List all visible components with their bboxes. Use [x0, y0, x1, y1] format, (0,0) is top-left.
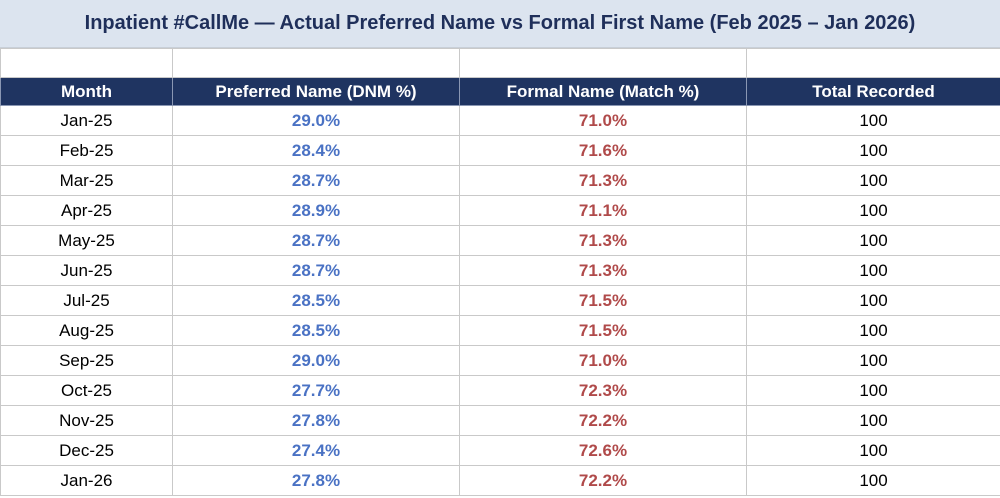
month-cell: Mar-25	[0, 165, 173, 196]
formal-cell: 71.3%	[459, 225, 747, 256]
formal-cell: 71.0%	[459, 345, 747, 376]
formal-cell: 71.5%	[459, 315, 747, 346]
preferred-cell: 28.7%	[172, 225, 460, 256]
formal-cell: 72.3%	[459, 375, 747, 406]
preferred-cell: 28.4%	[172, 135, 460, 166]
preferred-cell: 28.9%	[172, 195, 460, 226]
total-cell: 100	[746, 435, 1000, 466]
table-row: Nov-25 27.8% 72.2% 100	[0, 405, 1000, 436]
column-header-formal: Formal Name (Match %)	[459, 77, 747, 106]
page-title: Inpatient #CallMe — Actual Preferred Nam…	[0, 0, 1000, 48]
table-row: Feb-25 28.4% 71.6% 100	[0, 135, 1000, 166]
formal-cell: 72.2%	[459, 465, 747, 496]
formal-cell: 71.3%	[459, 255, 747, 286]
total-cell: 100	[746, 195, 1000, 226]
preferred-cell: 28.7%	[172, 255, 460, 286]
header-row: Month Preferred Name (DNM %) Formal Name…	[0, 77, 1000, 106]
month-cell: Nov-25	[0, 405, 173, 436]
preferred-cell: 27.7%	[172, 375, 460, 406]
total-cell: 100	[746, 285, 1000, 316]
blank-row	[0, 48, 1000, 78]
table-row: May-25 28.7% 71.3% 100	[0, 225, 1000, 256]
total-cell: 100	[746, 105, 1000, 136]
column-header-preferred: Preferred Name (DNM %)	[172, 77, 460, 106]
preferred-cell: 29.0%	[172, 345, 460, 376]
total-cell: 100	[746, 165, 1000, 196]
data-table: Month Preferred Name (DNM %) Formal Name…	[0, 48, 1000, 496]
preferred-cell: 28.5%	[172, 285, 460, 316]
total-cell: 100	[746, 375, 1000, 406]
table-row: Apr-25 28.9% 71.1% 100	[0, 195, 1000, 226]
preferred-cell: 28.7%	[172, 165, 460, 196]
total-cell: 100	[746, 225, 1000, 256]
table-row: Dec-25 27.4% 72.6% 100	[0, 435, 1000, 466]
table-row: Mar-25 28.7% 71.3% 100	[0, 165, 1000, 196]
blank-cell	[0, 48, 173, 78]
blank-cell	[172, 48, 460, 78]
table-row: Aug-25 28.5% 71.5% 100	[0, 315, 1000, 346]
month-cell: Jul-25	[0, 285, 173, 316]
month-cell: Jan-26	[0, 465, 173, 496]
formal-cell: 71.5%	[459, 285, 747, 316]
table-row: Jun-25 28.7% 71.3% 100	[0, 255, 1000, 286]
total-cell: 100	[746, 465, 1000, 496]
table-row: Oct-25 27.7% 72.3% 100	[0, 375, 1000, 406]
blank-cell	[746, 48, 1000, 78]
table-row: Jan-26 27.8% 72.2% 100	[0, 465, 1000, 496]
formal-cell: 71.0%	[459, 105, 747, 136]
blank-cell	[459, 48, 747, 78]
formal-cell: 72.2%	[459, 405, 747, 436]
table-row: Sep-25 29.0% 71.0% 100	[0, 345, 1000, 376]
month-cell: Feb-25	[0, 135, 173, 166]
total-cell: 100	[746, 315, 1000, 346]
total-cell: 100	[746, 255, 1000, 286]
total-cell: 100	[746, 135, 1000, 166]
formal-cell: 72.6%	[459, 435, 747, 466]
formal-cell: 71.3%	[459, 165, 747, 196]
month-cell: Jun-25	[0, 255, 173, 286]
preferred-cell: 27.4%	[172, 435, 460, 466]
table-row: Jul-25 28.5% 71.5% 100	[0, 285, 1000, 316]
preferred-cell: 28.5%	[172, 315, 460, 346]
total-cell: 100	[746, 405, 1000, 436]
formal-cell: 71.6%	[459, 135, 747, 166]
column-header-total: Total Recorded	[746, 77, 1000, 106]
month-cell: Aug-25	[0, 315, 173, 346]
total-cell: 100	[746, 345, 1000, 376]
month-cell: May-25	[0, 225, 173, 256]
table-row: Jan-25 29.0% 71.0% 100	[0, 105, 1000, 136]
preferred-cell: 27.8%	[172, 405, 460, 436]
month-cell: Apr-25	[0, 195, 173, 226]
preferred-cell: 29.0%	[172, 105, 460, 136]
month-cell: Oct-25	[0, 375, 173, 406]
preferred-cell: 27.8%	[172, 465, 460, 496]
column-header-month: Month	[0, 77, 173, 106]
month-cell: Jan-25	[0, 105, 173, 136]
formal-cell: 71.1%	[459, 195, 747, 226]
month-cell: Sep-25	[0, 345, 173, 376]
month-cell: Dec-25	[0, 435, 173, 466]
